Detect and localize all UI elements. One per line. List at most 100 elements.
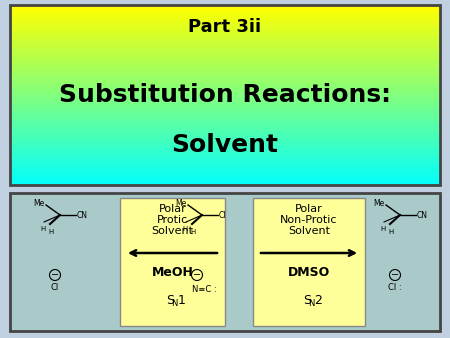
Text: N≡C :: N≡C : <box>192 285 216 293</box>
Bar <box>10 16 440 19</box>
Bar <box>10 41 440 44</box>
Text: S: S <box>303 294 311 308</box>
Text: H: H <box>49 229 54 235</box>
Bar <box>10 124 440 127</box>
Text: CN: CN <box>417 211 428 219</box>
Bar <box>10 163 440 165</box>
Bar <box>10 95 440 98</box>
Text: −: − <box>51 270 59 280</box>
Bar <box>10 30 440 32</box>
Bar <box>120 198 225 326</box>
Bar <box>10 129 440 131</box>
Bar <box>10 165 440 168</box>
Bar <box>10 149 440 152</box>
Text: Me: Me <box>33 198 44 208</box>
Bar <box>10 54 440 57</box>
Bar <box>10 79 440 82</box>
Bar <box>10 120 440 122</box>
Text: Substitution Reactions:: Substitution Reactions: <box>59 83 391 107</box>
Bar <box>10 156 440 159</box>
Bar <box>10 5 440 185</box>
Bar <box>253 198 365 326</box>
Bar <box>10 145 440 147</box>
Bar <box>10 7 440 10</box>
Bar <box>10 126 440 129</box>
Bar <box>10 50 440 53</box>
Bar <box>10 104 440 107</box>
Text: Part 3ii: Part 3ii <box>189 18 261 36</box>
Bar <box>10 12 440 15</box>
Bar <box>10 88 440 91</box>
Bar <box>10 59 440 62</box>
Bar <box>10 52 440 55</box>
Bar <box>10 93 440 96</box>
Text: Cl: Cl <box>51 283 59 291</box>
Bar <box>10 160 440 163</box>
Text: −: − <box>193 270 201 280</box>
Bar <box>10 99 440 102</box>
Bar <box>10 37 440 39</box>
Bar <box>10 140 440 143</box>
Bar <box>10 64 440 66</box>
Bar <box>10 9 440 12</box>
Text: −: − <box>391 270 399 280</box>
Bar <box>10 5 440 8</box>
Bar <box>10 118 440 120</box>
Bar <box>10 70 440 73</box>
Bar <box>10 81 440 84</box>
Text: Solvent: Solvent <box>152 226 194 236</box>
Bar <box>10 178 440 181</box>
Bar <box>10 61 440 64</box>
Bar <box>10 34 440 37</box>
Text: Polar: Polar <box>295 204 323 214</box>
Bar <box>10 167 440 170</box>
Text: Me: Me <box>175 198 186 208</box>
Bar <box>10 142 440 145</box>
Text: H: H <box>40 226 45 232</box>
Text: Solvent: Solvent <box>288 226 330 236</box>
Text: H: H <box>388 229 394 235</box>
Bar <box>10 131 440 134</box>
Bar <box>10 180 440 183</box>
Bar <box>10 147 440 149</box>
Bar <box>10 115 440 118</box>
Text: MeOH: MeOH <box>152 266 194 280</box>
Text: Protic: Protic <box>157 215 188 225</box>
Bar <box>10 108 440 111</box>
Bar <box>10 84 440 87</box>
Bar <box>10 27 440 30</box>
Text: S: S <box>166 294 175 308</box>
Bar <box>10 57 440 59</box>
Bar <box>10 113 440 116</box>
Text: H: H <box>380 226 386 232</box>
Bar <box>10 75 440 77</box>
Bar <box>10 193 440 331</box>
Text: Cl :: Cl : <box>388 283 402 291</box>
Bar <box>10 77 440 80</box>
Bar <box>10 106 440 109</box>
Bar <box>10 153 440 156</box>
Bar <box>10 43 440 46</box>
Bar <box>10 158 440 161</box>
Text: 2: 2 <box>314 294 322 308</box>
Bar <box>10 23 440 26</box>
Bar <box>10 138 440 141</box>
Bar <box>10 72 440 75</box>
Text: 1: 1 <box>177 294 185 308</box>
Bar <box>10 91 440 93</box>
Bar <box>10 151 440 154</box>
Bar <box>10 183 440 186</box>
Bar <box>10 68 440 71</box>
Bar <box>10 19 440 21</box>
Bar <box>10 136 440 138</box>
Bar <box>10 32 440 35</box>
Bar <box>10 39 440 42</box>
Text: N: N <box>308 299 315 309</box>
Text: DMSO: DMSO <box>288 266 330 280</box>
Text: Solvent: Solvent <box>171 133 279 157</box>
Text: H: H <box>182 226 188 232</box>
Text: Me: Me <box>373 198 384 208</box>
Bar <box>10 176 440 179</box>
Bar <box>10 111 440 114</box>
Bar <box>10 66 440 69</box>
